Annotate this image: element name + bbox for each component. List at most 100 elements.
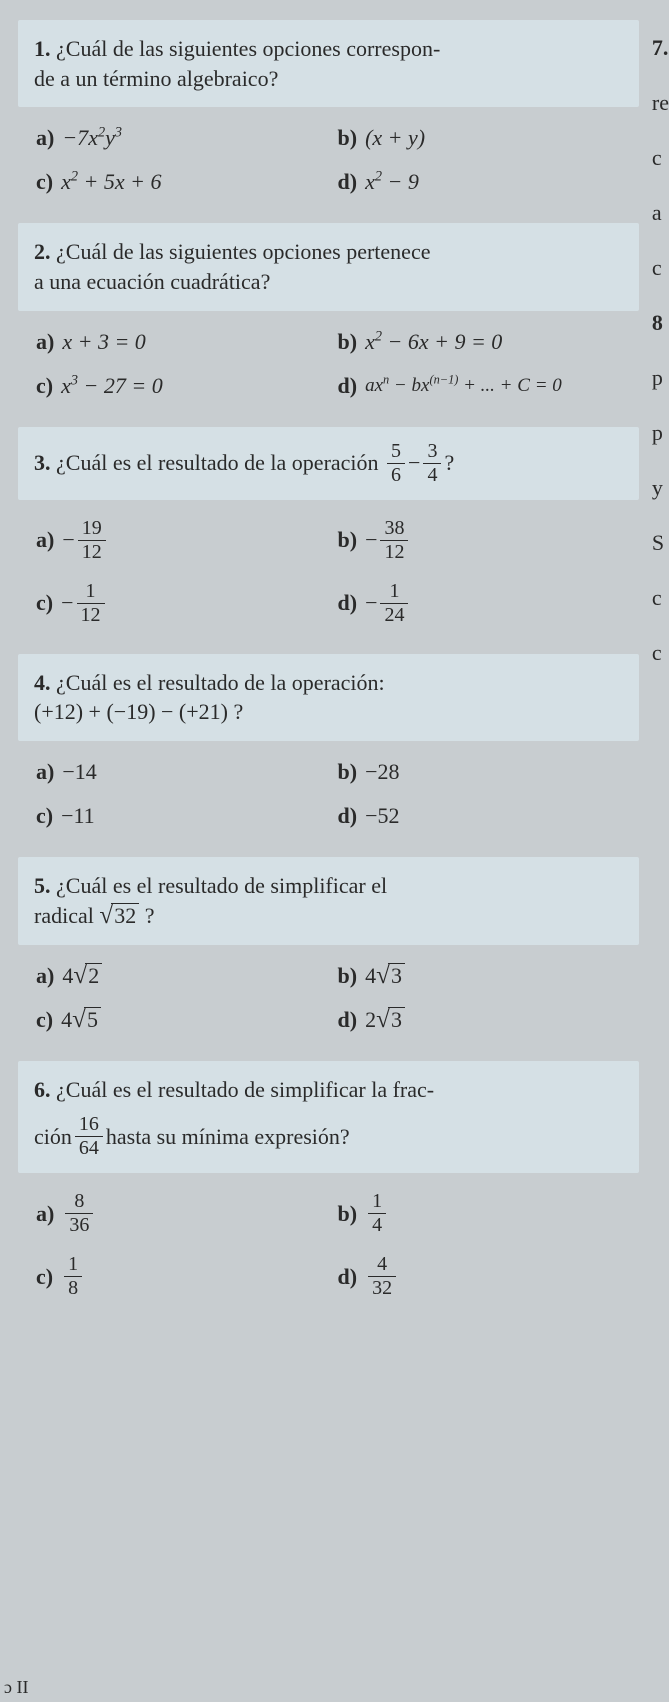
q4-text-a: ¿Cuál es el resultado de la operación:: [56, 670, 385, 695]
option-frac: 836: [65, 1191, 93, 1236]
option-label: a): [36, 125, 54, 151]
q2-row2: c) x3 − 27 = 0 d) axn − bx(n−1) + ... + …: [18, 373, 639, 399]
option-value: (x + y): [365, 125, 425, 151]
q5-prompt: 5. ¿Cuál es el resultado de simplificar …: [18, 857, 639, 944]
option-label: b): [338, 963, 358, 989]
q1-option-a: a) −7x2y3: [36, 125, 338, 151]
edge-text: S: [652, 515, 669, 570]
q4-row2: c) −11 d) −52: [18, 803, 639, 829]
sqrt-icon: √3: [376, 963, 405, 988]
q2-option-b: b) x2 − 6x + 9 = 0: [338, 329, 640, 355]
q6-option-d: d) 432: [338, 1254, 640, 1299]
q4-option-d: d) −52: [338, 803, 640, 829]
q6-row1: a) 836 b) 14: [18, 1191, 639, 1236]
option-frac: 14: [368, 1191, 386, 1236]
option-label: c): [36, 169, 53, 195]
q1-option-c: c) x2 + 5x + 6: [36, 169, 338, 195]
question-4: 4. ¿Cuál es el resultado de la operación…: [18, 654, 639, 829]
q2-option-a: a) x + 3 = 0: [36, 329, 338, 355]
question-2: 2. ¿Cuál de las siguientes opciones pert…: [18, 223, 639, 398]
edge-text: c: [652, 625, 669, 680]
q5-text-b-post: ?: [145, 903, 155, 928]
option-value: −28: [365, 759, 399, 785]
q2-row1: a) x + 3 = 0 b) x2 − 6x + 9 = 0: [18, 329, 639, 355]
q3-row1: a) − 1912 b) − 3812: [18, 518, 639, 563]
option-label: c): [36, 1264, 53, 1290]
q5-option-c: c) 4 √5: [36, 1007, 338, 1033]
question-1: 1. ¿Cuál de las siguientes opciones corr…: [18, 20, 639, 195]
option-frac: 432: [368, 1254, 396, 1299]
q1-option-d: d) x2 − 9: [338, 169, 640, 195]
q3-option-a: a) − 1912: [36, 518, 338, 563]
edge-text: 7.: [652, 20, 669, 75]
q1-text-a: ¿Cuál de las siguientes opciones corresp…: [56, 36, 440, 61]
option-label: b): [338, 1201, 358, 1227]
option-value: −52: [365, 803, 399, 829]
q5-text-a: ¿Cuál es el resultado de simplificar el: [56, 873, 387, 898]
q5-option-a: a) 4 √2: [36, 963, 338, 989]
q3-option-b: b) − 3812: [338, 518, 640, 563]
q1-text-b: de a un término algebraico?: [34, 66, 278, 91]
q5-number: 5.: [34, 873, 51, 898]
option-label: b): [338, 329, 358, 355]
q3-frac1: 56: [387, 441, 405, 486]
q5-option-d: d) 2 √3: [338, 1007, 640, 1033]
option-value: x3 − 27 = 0: [61, 373, 163, 399]
q2-text-a: ¿Cuál de las siguientes opciones pertene…: [56, 239, 430, 264]
option-value: x + 3 = 0: [62, 329, 145, 355]
q1-prompt: 1. ¿Cuál de las siguientes opciones corr…: [18, 20, 639, 107]
option-label: c): [36, 1007, 53, 1033]
option-label: c): [36, 373, 53, 399]
coef: 4: [61, 1007, 72, 1033]
q3-row2: c) − 112 d) − 124: [18, 581, 639, 626]
q4-option-a: a) −14: [36, 759, 338, 785]
question-6: 6. ¿Cuál es el resultado de simplificar …: [18, 1061, 639, 1300]
q1-option-b: b) (x + y): [338, 125, 640, 151]
edge-text: p: [652, 350, 669, 405]
q2-option-c: c) x3 − 27 = 0: [36, 373, 338, 399]
coef: 4: [62, 963, 73, 989]
q3-prompt: 3. ¿Cuál es el resultado de la operación…: [18, 427, 639, 500]
q2-prompt: 2. ¿Cuál de las siguientes opciones pert…: [18, 223, 639, 310]
q4-prompt: 4. ¿Cuál es el resultado de la operación…: [18, 654, 639, 741]
coef: 2: [365, 1007, 376, 1033]
edge-text: c: [652, 240, 669, 295]
q6-text-a: ¿Cuál es el resultado de simplificar la …: [56, 1077, 434, 1102]
sqrt-icon: √32: [99, 903, 139, 928]
option-label: d): [338, 169, 358, 195]
q2-text-b: a una ecuación cuadrática?: [34, 269, 270, 294]
sqrt-icon: √3: [376, 1007, 405, 1032]
option-label: a): [36, 759, 54, 785]
q4-option-b: b) −28: [338, 759, 640, 785]
option-label: d): [338, 803, 358, 829]
option-value: −7x2y3: [62, 125, 122, 151]
option-frac: 1912: [78, 518, 106, 563]
option-label: b): [338, 527, 358, 553]
q6-option-a: a) 836: [36, 1191, 338, 1236]
option-value: −14: [62, 759, 96, 785]
option-frac: 124: [380, 581, 408, 626]
option-frac: 112: [77, 581, 105, 626]
q1-row2: c) x2 + 5x + 6 d) x2 − 9: [18, 169, 639, 195]
q6-row2: c) 18 d) 432: [18, 1254, 639, 1299]
sign: −: [61, 590, 73, 616]
sqrt-icon: √5: [72, 1007, 101, 1032]
option-label: c): [36, 803, 53, 829]
q2-number: 2.: [34, 239, 51, 264]
edge-text: y: [652, 460, 669, 515]
q4-option-c: c) −11: [36, 803, 338, 829]
option-label: d): [338, 590, 358, 616]
option-value: x2 − 9: [365, 169, 419, 195]
sqrt-icon: √2: [73, 963, 102, 988]
coef: 4: [365, 963, 376, 989]
option-value: x2 − 6x + 9 = 0: [365, 329, 502, 355]
q6-option-c: c) 18: [36, 1254, 338, 1299]
q6-text-b-pre: ción: [34, 1122, 72, 1152]
option-label: a): [36, 329, 54, 355]
edge-text: re: [652, 75, 669, 130]
option-label: a): [36, 527, 54, 553]
sign: −: [365, 527, 377, 553]
edge-text: a: [652, 185, 669, 240]
q3-frac2: 34: [423, 441, 441, 486]
edge-text: p: [652, 405, 669, 460]
